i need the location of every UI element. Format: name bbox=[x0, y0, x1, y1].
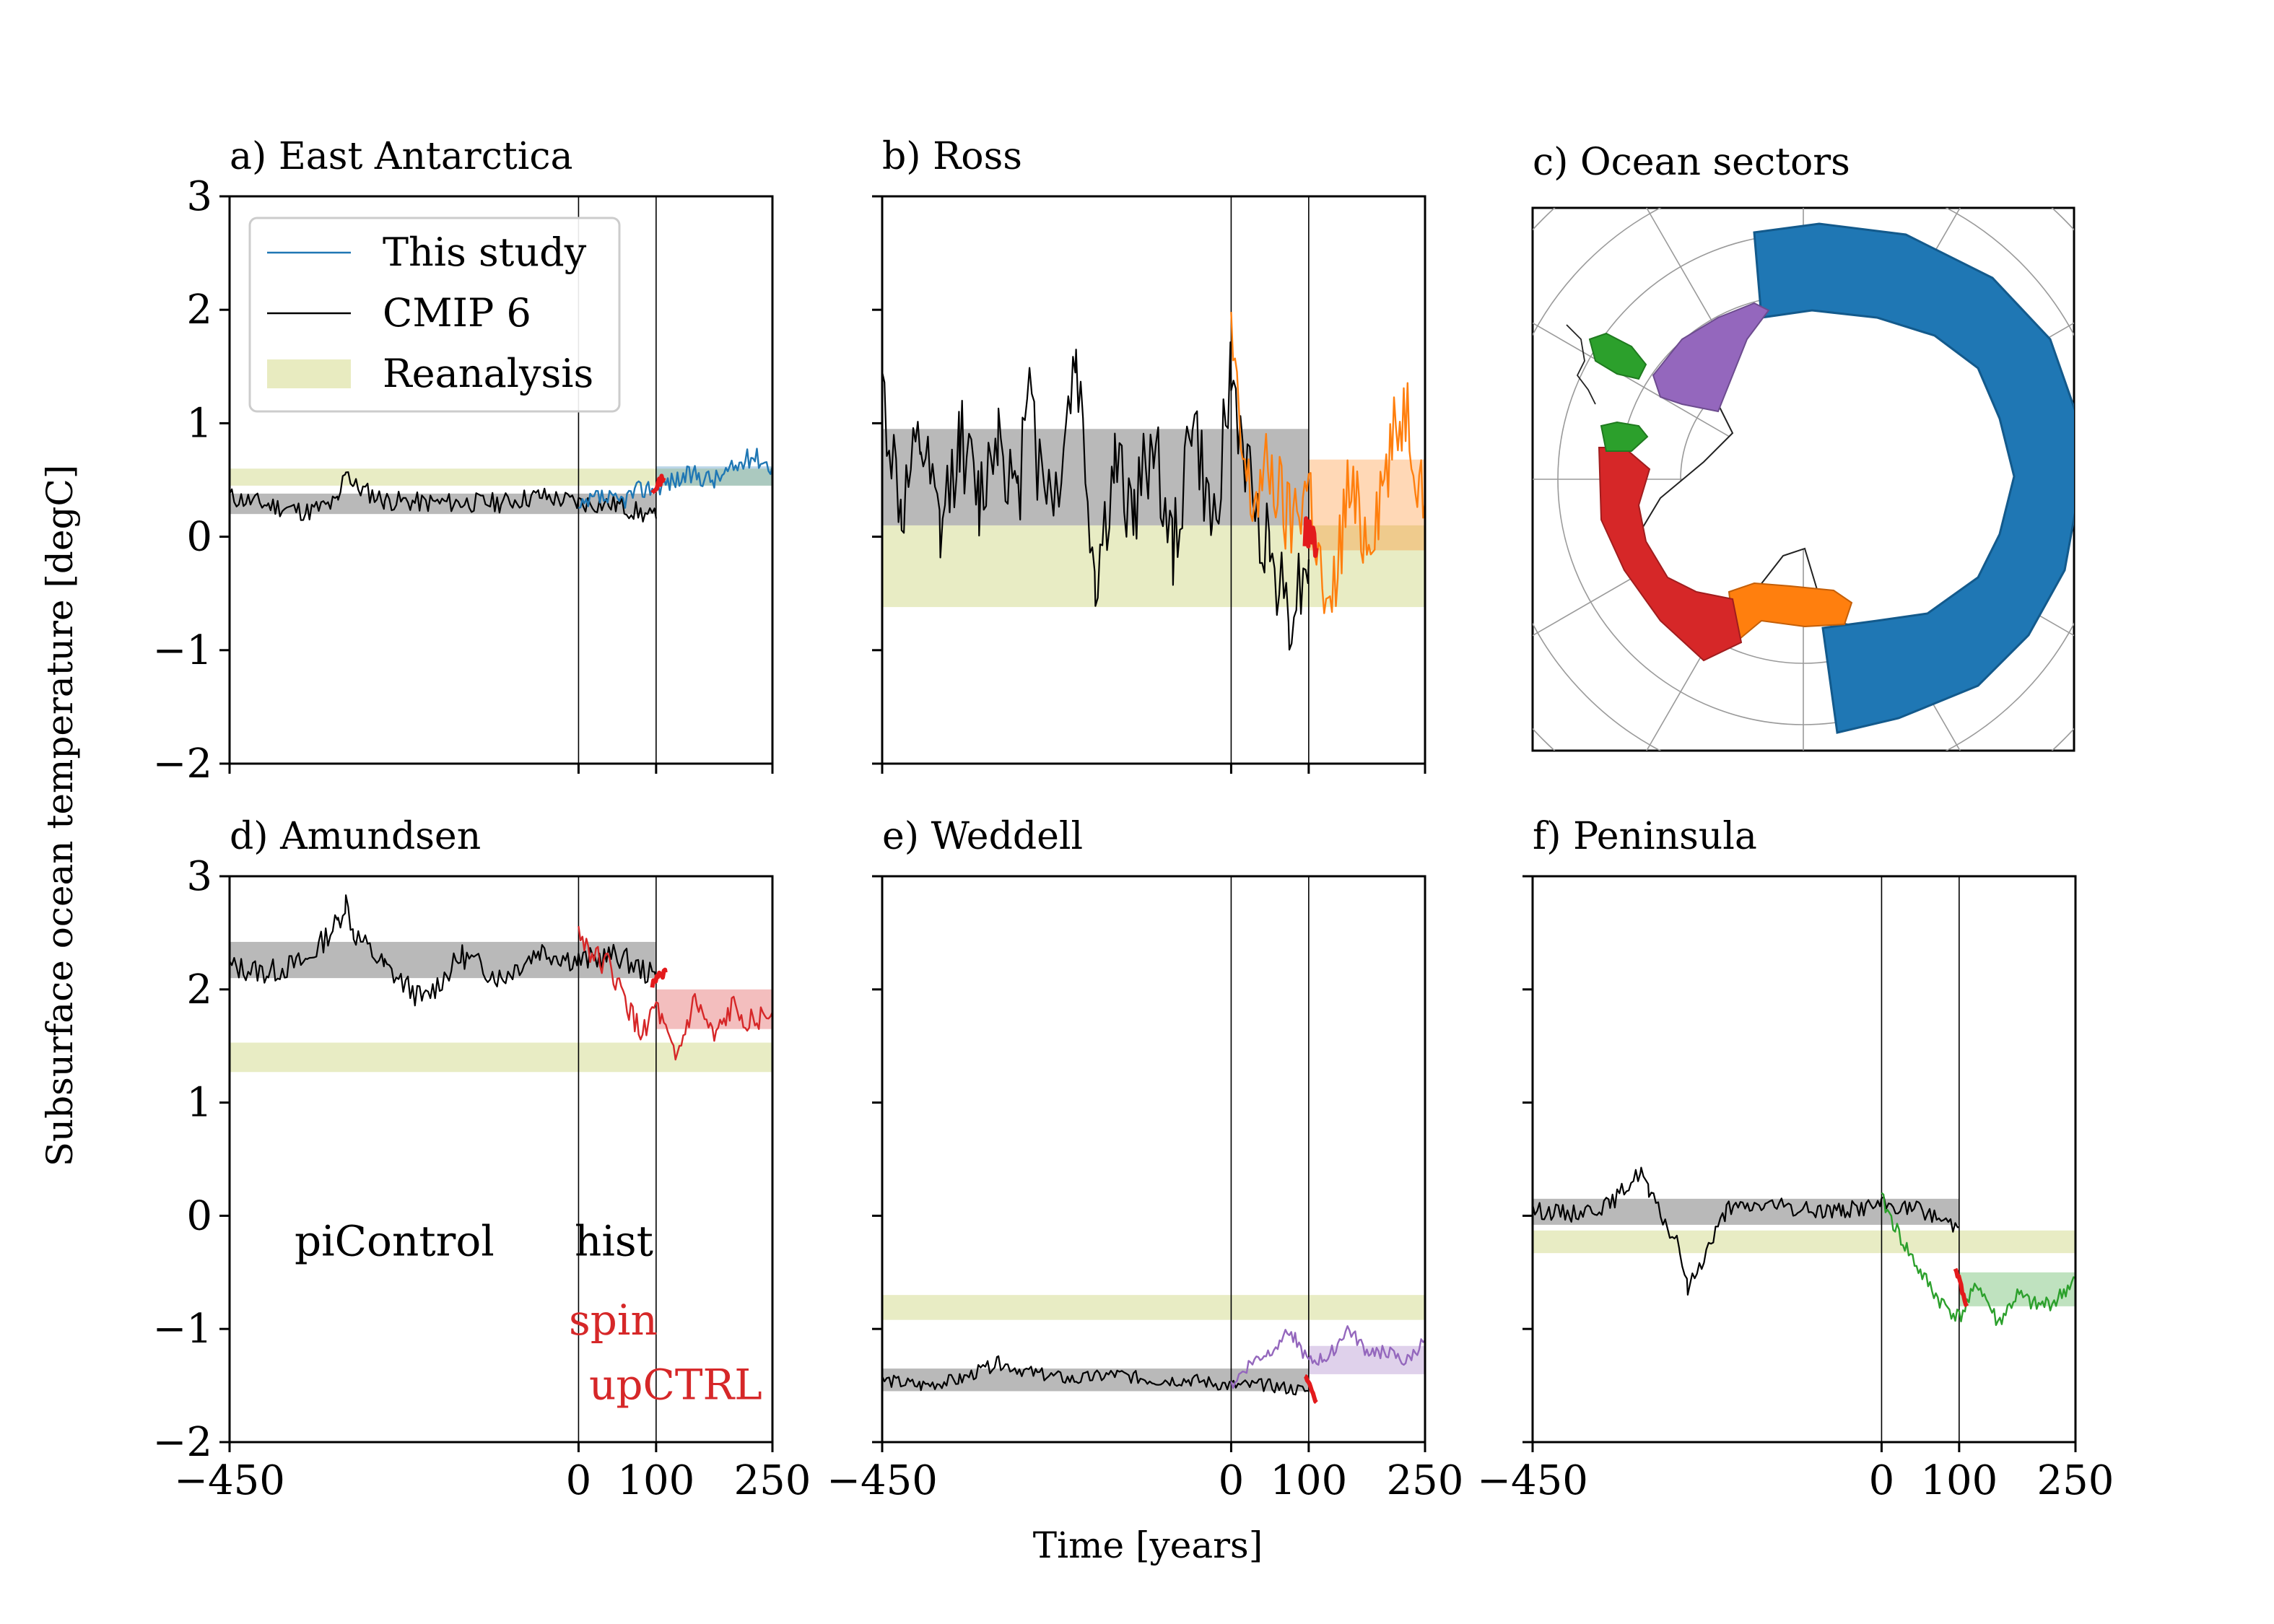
y-tick-label: −2 bbox=[152, 741, 212, 787]
x-tick-label: −450 bbox=[174, 1457, 285, 1504]
panel-title: e) Weddell bbox=[882, 815, 1083, 858]
x-tick-label: −450 bbox=[1477, 1457, 1588, 1504]
annotation-spin: spin bbox=[569, 1296, 658, 1345]
x-tick-label: 100 bbox=[1920, 1457, 1998, 1504]
study-series-line bbox=[1230, 1325, 1425, 1389]
x-tick-label: 0 bbox=[1219, 1457, 1245, 1504]
south-america-tip bbox=[1566, 324, 1596, 405]
figure-xlabel: Time [years] bbox=[1033, 1524, 1263, 1566]
reanalysis-band bbox=[1533, 1230, 2075, 1254]
panel-frame bbox=[228, 875, 774, 1444]
panel-3: d) Amundsen −2 −1 0 1 2 3 −450 0 100 250 piControl h… bbox=[152, 815, 811, 1504]
spinup-series-line bbox=[1302, 516, 1319, 558]
annotation-hist: hist bbox=[575, 1216, 653, 1265]
x-tick-label: −450 bbox=[827, 1457, 938, 1504]
legend-swatch bbox=[267, 359, 351, 388]
cmip-series-line bbox=[882, 1355, 1310, 1396]
x-tick-label: 250 bbox=[2037, 1457, 2114, 1504]
ocean-sectors-map: c) Ocean sectors bbox=[1531, 141, 2075, 752]
map-graticule bbox=[1533, 208, 2074, 751]
y-tick-label: −1 bbox=[152, 1306, 212, 1353]
panel-title: d) Amundsen bbox=[230, 815, 481, 858]
spinup-series-line bbox=[650, 967, 668, 988]
cmip-band bbox=[230, 941, 656, 979]
y-tick-label: 1 bbox=[186, 1080, 212, 1127]
y-tick-label: 0 bbox=[186, 1192, 212, 1239]
annotation-upctrl: upCTRL bbox=[589, 1360, 762, 1409]
map-title: c) Ocean sectors bbox=[1533, 141, 1850, 184]
y-tick-label: 2 bbox=[186, 287, 212, 333]
panel-frame bbox=[1531, 875, 2077, 1444]
panel-frame bbox=[881, 875, 1426, 1444]
study-series-line bbox=[1230, 312, 1425, 614]
y-tick-label: −1 bbox=[152, 627, 212, 674]
y-tick-label: 2 bbox=[186, 966, 212, 1013]
study-series-line bbox=[578, 448, 772, 509]
panel-title: f) Peninsula bbox=[1533, 815, 1757, 858]
panel-5: f) Peninsula −450 0 100 250 bbox=[1477, 815, 2114, 1504]
spinup-series-line bbox=[650, 473, 666, 494]
x-tick-label: 0 bbox=[1869, 1457, 1895, 1504]
cmip-series-line bbox=[882, 341, 1310, 651]
reanalysis-band bbox=[882, 1295, 1425, 1320]
panel-title: b) Ross bbox=[882, 135, 1022, 178]
spinup-series-line bbox=[1953, 1267, 1969, 1308]
sector-peninsula-north bbox=[1588, 332, 1647, 380]
legend-label: This study bbox=[383, 230, 587, 275]
cmip-series-line bbox=[230, 894, 657, 1007]
study-series-line bbox=[578, 926, 772, 1061]
study-series-line bbox=[1881, 1192, 2075, 1327]
panel-2: b) Ross bbox=[872, 135, 1426, 774]
reanalysis-band bbox=[230, 468, 772, 486]
spinup-series-line bbox=[1304, 1374, 1318, 1405]
panel-frame bbox=[228, 195, 774, 765]
figure-ylabel: Subsurface ocean temperature [degC] bbox=[39, 465, 81, 1167]
legend-label: Reanalysis bbox=[383, 351, 593, 396]
cmip-series-line bbox=[1533, 1166, 1960, 1296]
panel-title: a) East Antarctica bbox=[230, 135, 572, 178]
panels-group: a) East Antarctica −2 −1 0 1 2 3 This study CMIP… bbox=[152, 135, 2114, 1504]
legend: This study CMIP 6 Reanalysis bbox=[248, 217, 621, 413]
panel-frame bbox=[881, 195, 1426, 765]
annotation-picontrol: piControl bbox=[295, 1216, 495, 1265]
sector-weddell bbox=[1652, 302, 1770, 413]
panel-4: e) Weddell −450 0 100 250 bbox=[827, 815, 1463, 1504]
y-tick-label: 1 bbox=[186, 400, 212, 447]
x-tick-label: 100 bbox=[617, 1457, 694, 1504]
legend-label: CMIP 6 bbox=[383, 290, 531, 336]
sector-east-antarctica bbox=[1753, 222, 2074, 734]
reanalysis-band bbox=[230, 1042, 772, 1073]
y-tick-label: 0 bbox=[186, 514, 212, 561]
y-tick-label: 3 bbox=[186, 853, 212, 900]
study-band bbox=[1308, 459, 1425, 551]
study-band bbox=[655, 989, 772, 1029]
x-tick-label: 250 bbox=[1387, 1457, 1464, 1504]
cmip-series-line bbox=[230, 471, 657, 523]
panel-1: a) East Antarctica −2 −1 0 1 2 3 This study CMIP… bbox=[152, 135, 774, 787]
y-tick-label: −2 bbox=[152, 1419, 212, 1466]
sector-peninsula-south bbox=[1600, 421, 1649, 452]
x-tick-label: 100 bbox=[1270, 1457, 1347, 1504]
y-tick-label: 3 bbox=[186, 173, 212, 220]
x-tick-label: 0 bbox=[566, 1457, 592, 1504]
sector-amundsen bbox=[1598, 447, 1743, 662]
x-tick-label: 250 bbox=[734, 1457, 811, 1504]
